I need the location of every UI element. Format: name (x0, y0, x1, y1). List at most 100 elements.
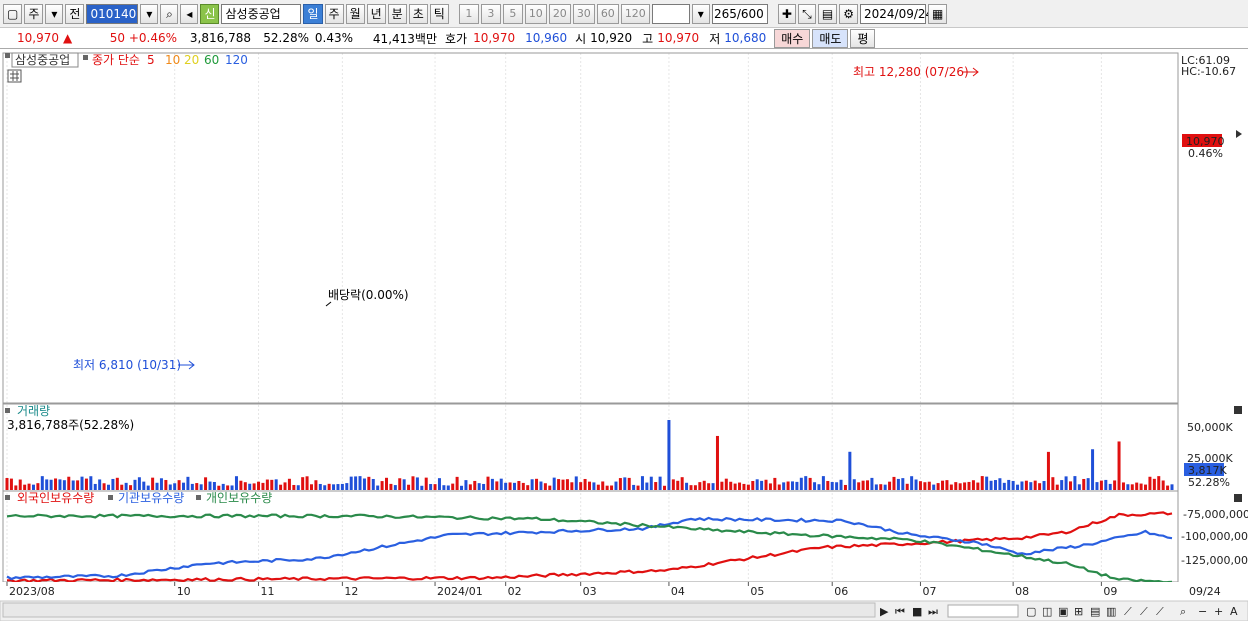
draw-tool-icon[interactable]: ⤡ (797, 3, 816, 24)
magnify-icon[interactable]: ⌕ (1180, 605, 1186, 618)
font-size-icon[interactable]: A (1230, 605, 1238, 618)
interval-button-3[interactable]: 3 (480, 3, 501, 24)
chart-grid (6, 53, 1102, 582)
volume-bar (151, 477, 155, 490)
volume-close-icon[interactable] (1234, 406, 1242, 414)
volume-bar (323, 485, 327, 490)
interval-button-120[interactable]: 120 (620, 3, 650, 24)
market-tab[interactable]: 전 (65, 3, 85, 24)
volume-bar (239, 480, 243, 490)
zoom-out-icon[interactable]: − (1198, 605, 1207, 618)
volume-bar (910, 476, 914, 490)
buy-button[interactable]: 매수 (774, 28, 811, 48)
volume-bar (1091, 449, 1095, 490)
stock-code-input[interactable]: 010140 (86, 3, 139, 24)
sell-button[interactable]: 매도 (812, 28, 849, 48)
x-tick-label: 03 (583, 585, 597, 598)
tool-3-icon[interactable]: ⟋ (1156, 605, 1164, 618)
calendar-icon[interactable]: ▦ (927, 3, 948, 24)
volume-bar (557, 479, 561, 490)
horizontal-scrollbar[interactable] (2, 602, 876, 618)
holding-close-icon[interactable] (1234, 494, 1242, 502)
price-y-axis: LC:61.09 HC:-10.67 10,970 0.46% 12,00011… (1181, 54, 1242, 160)
ask-price: 10,970 (473, 31, 516, 45)
save-icon[interactable]: ▤ (817, 3, 838, 24)
volume-bar (989, 480, 993, 490)
volume-bar (1016, 484, 1020, 490)
layout-3-icon[interactable]: ▣ (1058, 605, 1068, 618)
layout-1-icon[interactable]: ▢ (1026, 605, 1036, 618)
first-page-icon[interactable]: ⏮ (895, 605, 905, 618)
tool-2-icon[interactable]: ⟋ (1140, 605, 1148, 618)
scroll-right-icon[interactable]: ▶ (880, 605, 889, 618)
chevron-down-icon[interactable]: ▾ (45, 3, 64, 24)
interval-button-5[interactable]: 5 (502, 3, 523, 24)
interval-dropdown-icon[interactable]: ▾ (691, 3, 710, 24)
layout-5-icon[interactable]: ▤ (1090, 605, 1100, 618)
date-input[interactable]: 2024/09/24 (859, 3, 933, 24)
interval-button-30[interactable]: 30 (572, 3, 595, 24)
period-button-week[interactable]: 주 (324, 3, 344, 24)
layout-6-icon[interactable]: ▥ (1106, 605, 1116, 618)
period-button-day[interactable]: 일 (303, 3, 323, 24)
legend-ma10: 10 (165, 53, 180, 67)
layout-4-icon[interactable]: ⊞ (1074, 605, 1083, 618)
panel-icon[interactable]: ▢ (3, 3, 23, 24)
search-icon[interactable]: ⌕ (160, 3, 179, 24)
stop-icon[interactable]: ■ (912, 605, 922, 618)
volume-bar (795, 481, 799, 490)
volume-bar (941, 480, 945, 490)
volume-bar (799, 477, 803, 490)
vol-last-tag-bg (1184, 463, 1224, 476)
last-page-icon[interactable]: ⏭ (928, 605, 938, 618)
volume-bar (1046, 451, 1050, 490)
interval-button-20[interactable]: 20 (548, 3, 571, 24)
open-label: 시 (575, 31, 587, 46)
crosshair-icon[interactable]: ✚ (777, 3, 796, 24)
eval-button[interactable]: 평 (850, 28, 876, 48)
zoom-in-icon[interactable]: + (1214, 605, 1223, 618)
volume-bar (782, 482, 786, 490)
volume-bar (830, 481, 834, 490)
volume-bar (451, 483, 455, 490)
period-button-year[interactable]: 년 (366, 3, 386, 24)
stock-name-field[interactable]: 삼성중공업 (221, 3, 302, 24)
layout-2-icon[interactable]: ◫ (1042, 605, 1052, 618)
volume-bar (711, 483, 715, 490)
volume-bar (332, 484, 336, 490)
collapse-icon[interactable] (1236, 130, 1242, 138)
speaker-icon[interactable]: ◂ (180, 3, 199, 24)
tool-1-icon[interactable]: ⟋ (1124, 605, 1132, 618)
period-tab[interactable]: 주 (24, 3, 44, 24)
gear-icon[interactable]: ⚙ (839, 3, 858, 24)
min-price-annotation: 최저 6,810 (10/31) (73, 358, 181, 372)
period-button-month[interactable]: 월 (345, 3, 365, 24)
stock-chart[interactable]: 삼성중공업 종가 단순 5 10 20 60 120 최고 12,280 (07… (0, 50, 1248, 621)
volume-bar (901, 478, 905, 490)
grid-toggle-icon[interactable] (7, 69, 22, 83)
period-button-minute[interactable]: 분 (387, 3, 407, 24)
volume-bar (954, 482, 958, 490)
quote-info-bar: 10,970 ▲ 50 +0.46% 3,816,788 52.28% 0.43… (0, 28, 1248, 49)
volume-bar (186, 476, 190, 490)
interval-button-1[interactable]: 1 (458, 3, 479, 24)
interval-input[interactable] (651, 3, 690, 24)
holding-marker-icon (5, 495, 10, 500)
period-button-second[interactable]: 초 (408, 3, 428, 24)
dropdown-icon[interactable]: ▾ (140, 3, 159, 24)
price-annotations: 최고 12,280 (07/26) 최저 6,810 (10/31) 배당락(0… (73, 65, 979, 372)
volume-bar (918, 481, 922, 490)
volume-bar (839, 479, 843, 490)
interval-button-10[interactable]: 10 (524, 3, 547, 24)
volume-bar (826, 480, 830, 490)
x-tick-label: 2023/08 (9, 585, 55, 598)
interval-button-60[interactable]: 60 (596, 3, 619, 24)
zoom-slider[interactable] (947, 604, 1019, 618)
volume-bar (808, 477, 812, 490)
volume-bar (883, 484, 887, 490)
volume-bar (89, 476, 93, 490)
count-input[interactable]: 265/600 (711, 3, 768, 24)
volume-bar (923, 482, 927, 490)
period-button-tick[interactable]: 틱 (429, 3, 449, 24)
volume-bar (998, 478, 1002, 490)
